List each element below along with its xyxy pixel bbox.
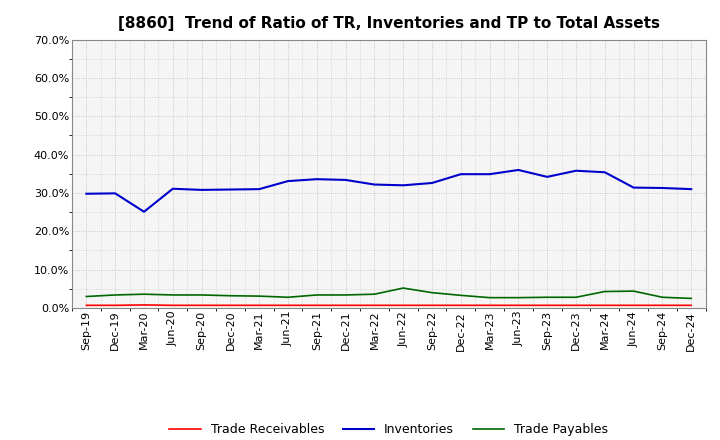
Trade Payables — [600, 289, 609, 294]
Inventories — [658, 185, 667, 191]
Trade Receivables — [629, 303, 638, 308]
Inventories — [111, 191, 120, 196]
Trade Receivables — [370, 303, 379, 308]
Trade Receivables — [140, 302, 148, 308]
Trade Payables — [629, 289, 638, 294]
Inventories — [572, 168, 580, 173]
Trade Receivables — [572, 303, 580, 308]
Trade Receivables — [168, 303, 177, 308]
Trade Receivables — [658, 303, 667, 308]
Trade Payables — [514, 295, 523, 300]
Trade Receivables — [485, 303, 494, 308]
Trade Payables — [456, 293, 465, 298]
Line: Trade Payables: Trade Payables — [86, 288, 691, 298]
Trade Payables — [341, 292, 350, 297]
Trade Payables — [168, 292, 177, 297]
Trade Payables — [111, 292, 120, 297]
Inventories — [370, 182, 379, 187]
Trade Receivables — [399, 303, 408, 308]
Trade Payables — [572, 295, 580, 300]
Trade Payables — [226, 293, 235, 298]
Inventories — [82, 191, 91, 196]
Trade Payables — [284, 295, 292, 300]
Trade Payables — [82, 294, 91, 299]
Trade Receivables — [687, 303, 696, 308]
Line: Inventories: Inventories — [86, 170, 691, 212]
Title: [8860]  Trend of Ratio of TR, Inventories and TP to Total Assets: [8860] Trend of Ratio of TR, Inventories… — [118, 16, 660, 32]
Inventories — [543, 174, 552, 180]
Trade Payables — [312, 292, 321, 297]
Trade Receivables — [82, 303, 91, 308]
Trade Payables — [658, 295, 667, 300]
Trade Receivables — [600, 303, 609, 308]
Trade Receivables — [514, 303, 523, 308]
Trade Receivables — [341, 303, 350, 308]
Trade Payables — [197, 292, 206, 297]
Inventories — [255, 187, 264, 192]
Inventories — [629, 185, 638, 190]
Inventories — [514, 167, 523, 172]
Inventories — [399, 183, 408, 188]
Trade Payables — [543, 295, 552, 300]
Trade Payables — [370, 292, 379, 297]
Legend: Trade Receivables, Inventories, Trade Payables: Trade Receivables, Inventories, Trade Pa… — [164, 418, 613, 440]
Inventories — [197, 187, 206, 193]
Inventories — [140, 209, 148, 214]
Inventories — [284, 179, 292, 184]
Trade Receivables — [456, 303, 465, 308]
Trade Receivables — [543, 303, 552, 308]
Trade Payables — [255, 293, 264, 299]
Inventories — [341, 177, 350, 183]
Inventories — [485, 172, 494, 177]
Trade Receivables — [255, 303, 264, 308]
Inventories — [226, 187, 235, 192]
Trade Receivables — [312, 303, 321, 308]
Trade Payables — [687, 296, 696, 301]
Trade Receivables — [284, 303, 292, 308]
Inventories — [428, 180, 436, 186]
Trade Receivables — [197, 303, 206, 308]
Inventories — [168, 186, 177, 191]
Trade Payables — [140, 292, 148, 297]
Inventories — [600, 170, 609, 175]
Trade Payables — [485, 295, 494, 300]
Trade Receivables — [111, 303, 120, 308]
Trade Receivables — [428, 303, 436, 308]
Inventories — [312, 176, 321, 182]
Inventories — [687, 187, 696, 192]
Inventories — [456, 172, 465, 177]
Trade Receivables — [226, 303, 235, 308]
Trade Payables — [399, 286, 408, 291]
Trade Payables — [428, 290, 436, 295]
